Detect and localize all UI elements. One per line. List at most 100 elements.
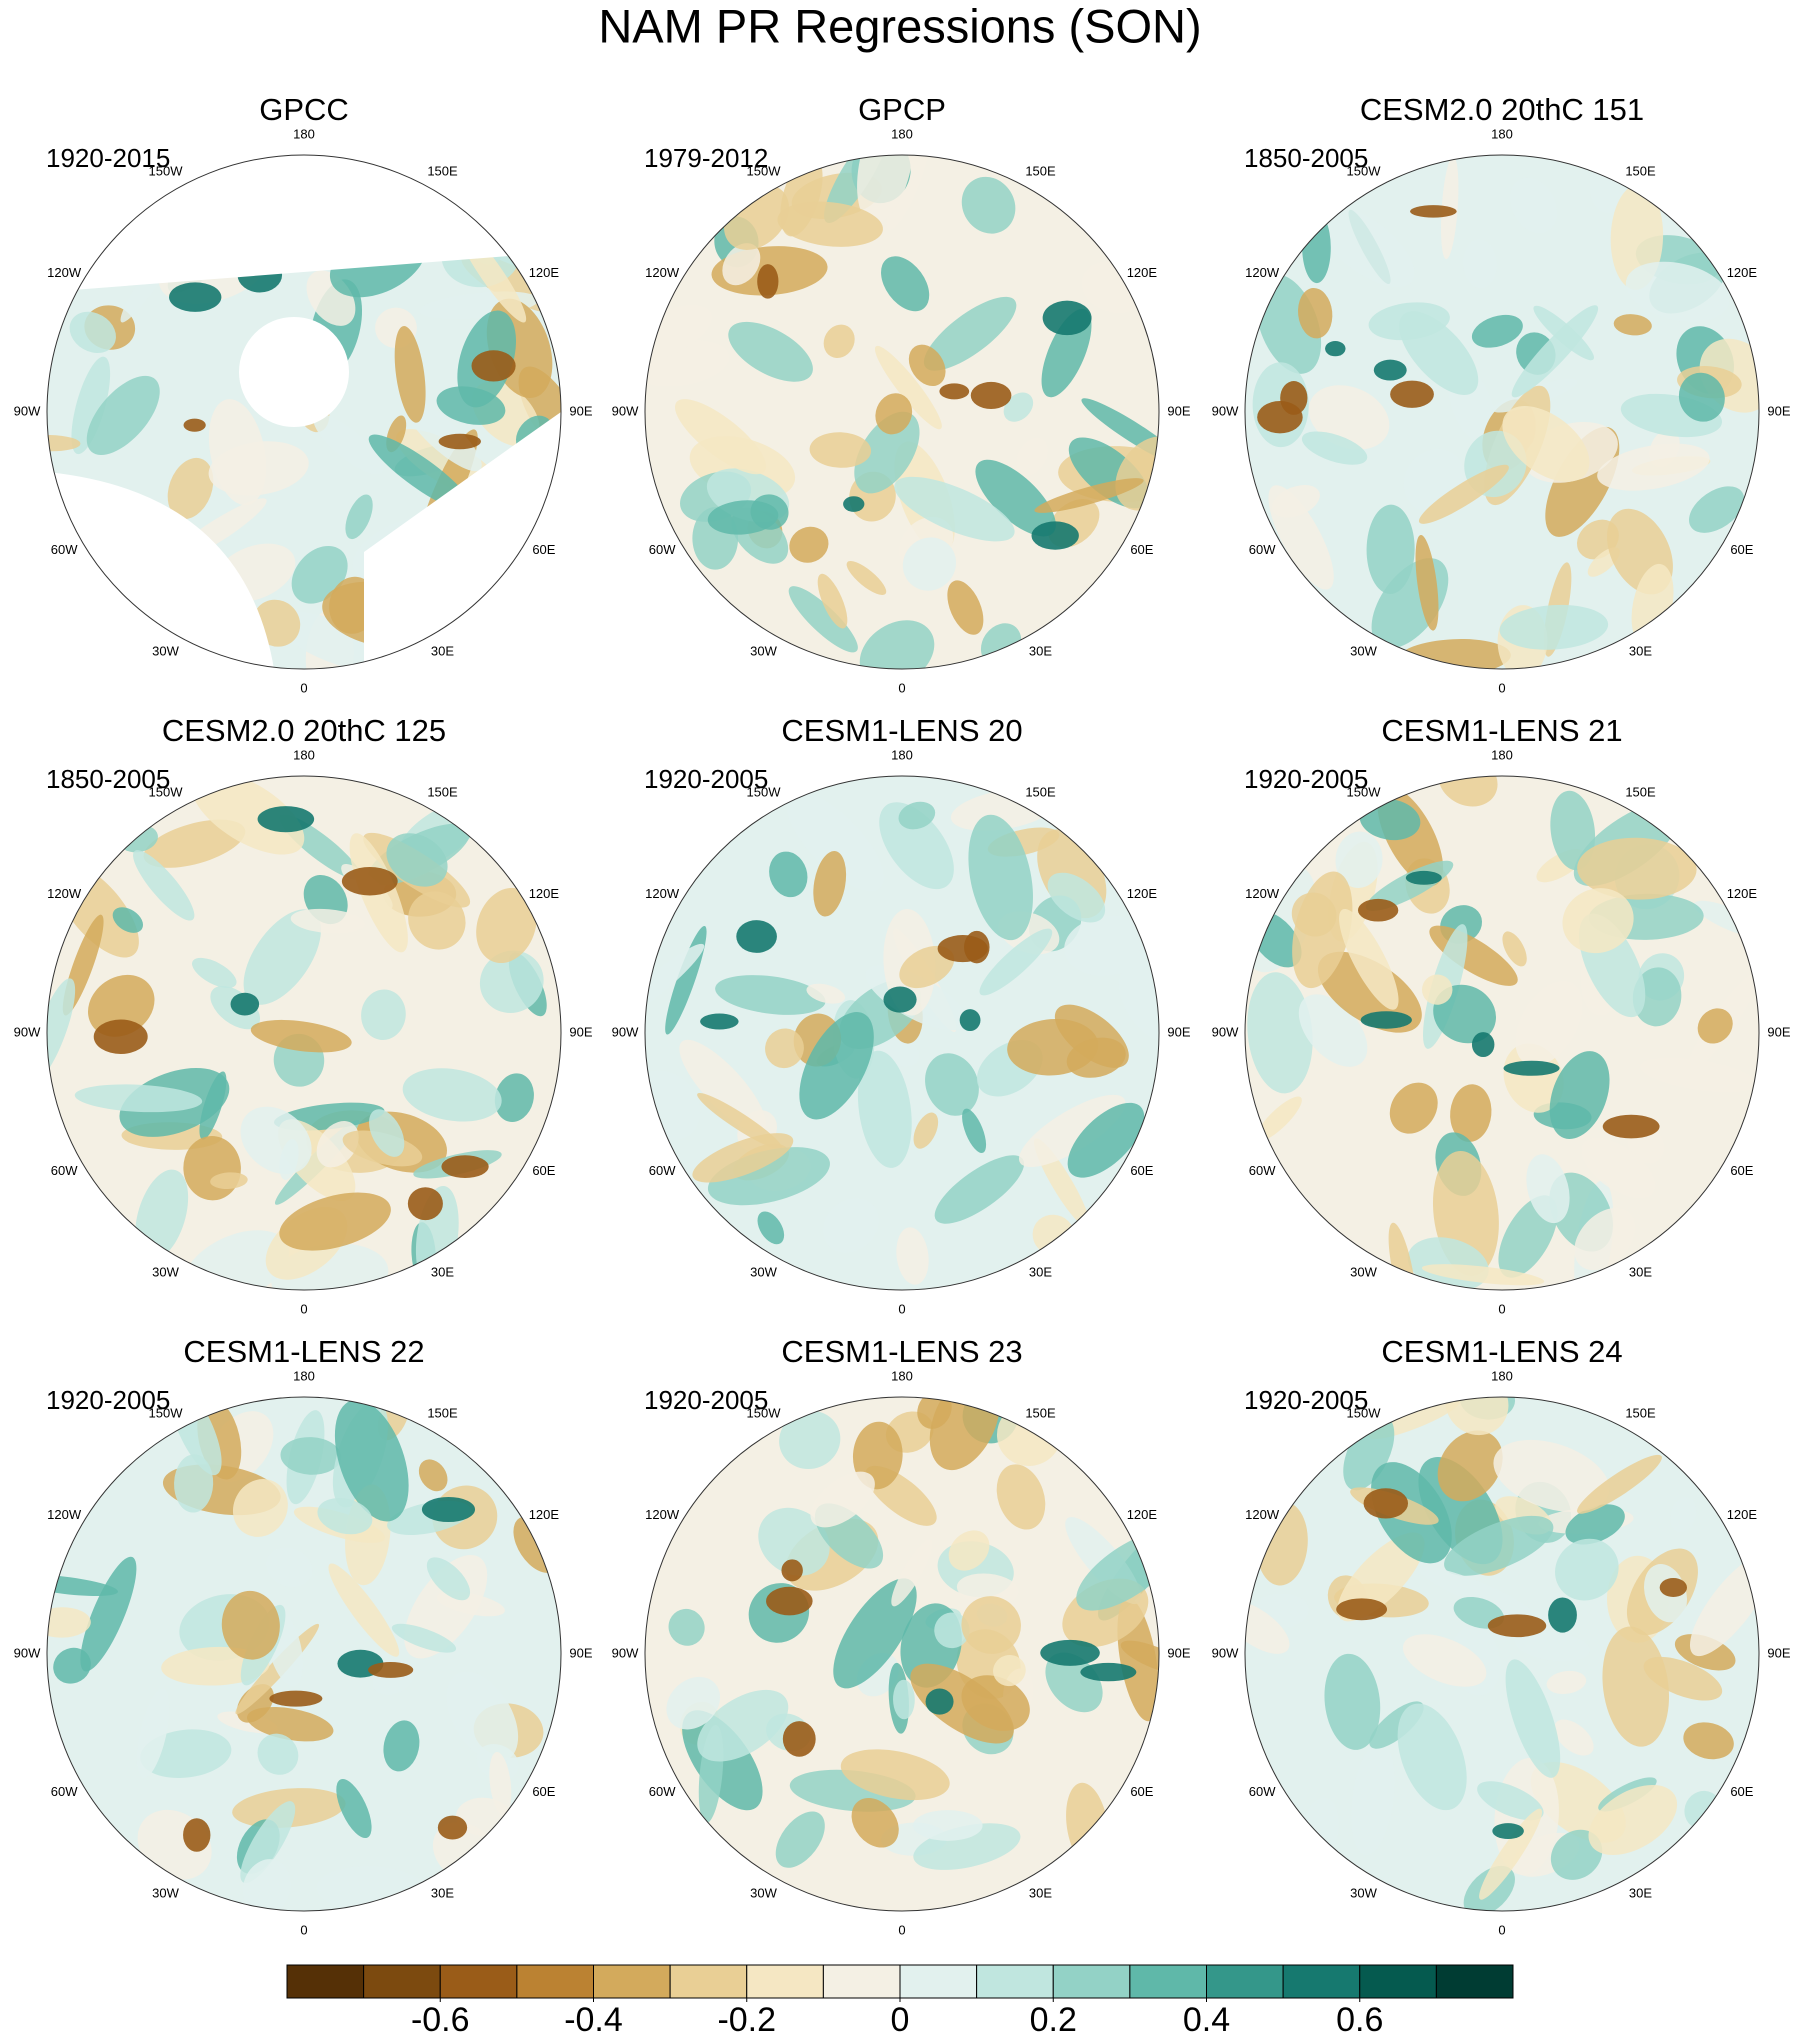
map-blob bbox=[257, 806, 315, 833]
lon-label: 30E bbox=[431, 643, 454, 658]
map-blob bbox=[722, 243, 761, 286]
map-blob bbox=[1625, 261, 1730, 322]
lon-label: 180 bbox=[1491, 747, 1513, 762]
map-blob bbox=[813, 851, 847, 917]
lon-label: 150E bbox=[1025, 164, 1056, 179]
lon-label: 30W bbox=[152, 1885, 179, 1900]
map-blob bbox=[809, 432, 872, 468]
map-blob bbox=[1471, 314, 1523, 348]
map-field bbox=[1245, 155, 1759, 669]
colorbar-box bbox=[1282, 1964, 1361, 1999]
lon-label: 0 bbox=[300, 680, 307, 695]
map-blob bbox=[1444, 1515, 1554, 1576]
map-blob bbox=[1047, 872, 1106, 923]
lon-label: 120W bbox=[47, 886, 82, 901]
map-blob bbox=[1438, 776, 1498, 807]
map-blob bbox=[961, 1596, 1021, 1654]
map-blob bbox=[1515, 980, 1583, 1066]
map-blob bbox=[1550, 1829, 1603, 1880]
map-blob bbox=[1471, 1032, 1495, 1058]
lon-label: 180 bbox=[1491, 1368, 1513, 1383]
map-blob bbox=[191, 776, 305, 855]
lon-label: 60W bbox=[649, 1784, 676, 1799]
map-blob bbox=[402, 1068, 502, 1122]
lon-label: 30E bbox=[1629, 1264, 1652, 1279]
map-blob bbox=[334, 1399, 409, 1522]
lon-label: 150W bbox=[1347, 785, 1382, 800]
lon-label: 90E bbox=[1767, 1645, 1790, 1660]
map-blob bbox=[1257, 401, 1303, 434]
map-blob bbox=[810, 1471, 875, 1528]
map-blob bbox=[341, 867, 398, 896]
map-blob bbox=[1415, 534, 1439, 631]
lon-label: 120E bbox=[1727, 1507, 1758, 1522]
panel-title: CESM1-LENS 23 bbox=[781, 1334, 1022, 1369]
lon-label: 90E bbox=[1767, 1024, 1790, 1039]
map-outline bbox=[644, 1396, 1160, 1912]
map-blob bbox=[317, 1498, 373, 1535]
map-outline bbox=[46, 775, 562, 1291]
map-blob bbox=[1397, 1703, 1467, 1811]
map-blob bbox=[71, 356, 111, 455]
map-blob bbox=[859, 620, 935, 669]
lon-label: 90W bbox=[612, 403, 639, 418]
lon-label: 120E bbox=[529, 886, 560, 901]
map-blob bbox=[257, 1733, 299, 1775]
map-blob bbox=[383, 1720, 420, 1772]
map-blob bbox=[962, 1108, 987, 1154]
missing-data bbox=[239, 317, 349, 427]
lon-label: 90E bbox=[569, 1024, 592, 1039]
map-blob bbox=[1588, 1784, 1678, 1856]
map-blob bbox=[750, 494, 789, 530]
map-blob bbox=[230, 992, 260, 1016]
map-blob bbox=[133, 850, 195, 921]
map-blob bbox=[290, 908, 366, 934]
map-blob bbox=[1324, 1653, 1381, 1750]
lon-label: 120E bbox=[529, 265, 560, 280]
map-blob bbox=[668, 1608, 705, 1646]
lon-label: 120W bbox=[645, 1507, 680, 1522]
lon-label: 30E bbox=[1029, 1264, 1052, 1279]
map-blob bbox=[1360, 1011, 1412, 1029]
lon-label: 180 bbox=[1491, 126, 1513, 141]
map-blob bbox=[1247, 972, 1313, 1094]
colorbar-label: -0.4 bbox=[564, 2001, 623, 2039]
map-blob bbox=[1689, 486, 1745, 533]
map-blob bbox=[136, 1688, 170, 1779]
map-blob bbox=[959, 1009, 981, 1032]
lon-label: 180 bbox=[891, 747, 913, 762]
lon-label: 150W bbox=[1347, 164, 1382, 179]
panel-period: 1920-2005 bbox=[1244, 764, 1368, 794]
map-blob bbox=[817, 573, 848, 629]
map-blob bbox=[167, 457, 214, 520]
lon-label: 150W bbox=[149, 785, 184, 800]
map-blob bbox=[1422, 974, 1453, 1005]
lon-label: 60W bbox=[51, 1784, 78, 1799]
map-blob bbox=[766, 1586, 813, 1616]
colorbar-box bbox=[1129, 1964, 1207, 1999]
map-blob bbox=[886, 155, 929, 231]
map-blob bbox=[1410, 205, 1457, 218]
map-blob bbox=[902, 537, 957, 591]
colorbar-box bbox=[516, 1964, 594, 1999]
map-blob bbox=[1659, 1577, 1687, 1598]
lon-label: 30W bbox=[750, 643, 777, 658]
map-blob bbox=[913, 1112, 939, 1149]
map-blob bbox=[840, 1749, 950, 1801]
map-blob bbox=[369, 1109, 405, 1157]
map-field bbox=[1245, 776, 1759, 1290]
lon-label: 30E bbox=[1629, 1885, 1652, 1900]
colorbar-box bbox=[1206, 1964, 1284, 1999]
map-field bbox=[645, 155, 1159, 669]
map-blob bbox=[1390, 380, 1434, 408]
map-blob bbox=[240, 1106, 312, 1175]
map-blob bbox=[1402, 1634, 1487, 1687]
lon-label: 60W bbox=[649, 542, 676, 557]
map-blob bbox=[823, 324, 855, 359]
lon-label: 60E bbox=[1130, 1163, 1153, 1178]
map-blob bbox=[345, 494, 373, 540]
map-blob bbox=[1554, 1719, 1594, 1756]
map-blob bbox=[1602, 1114, 1660, 1139]
lon-label: 90E bbox=[1167, 403, 1190, 418]
map-blob bbox=[781, 1559, 803, 1582]
